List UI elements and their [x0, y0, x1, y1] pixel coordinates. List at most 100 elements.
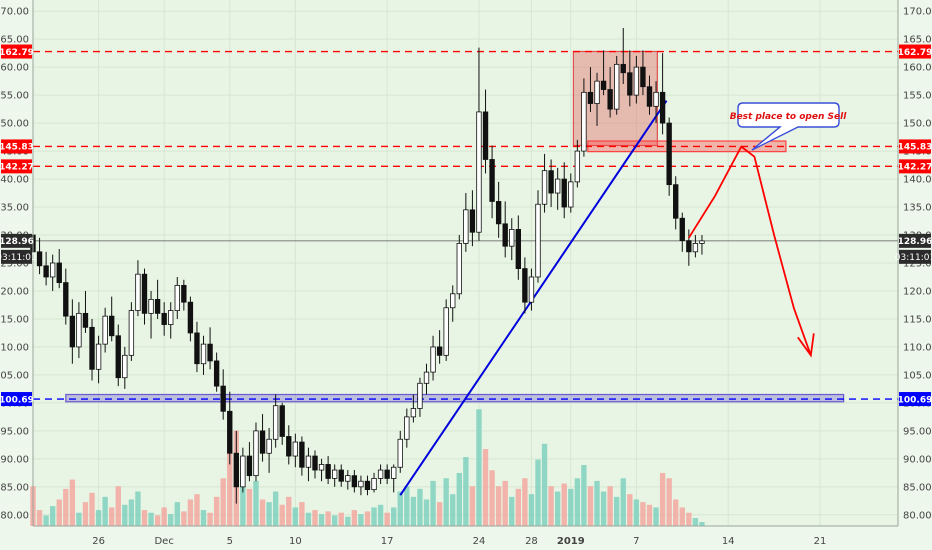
candle-body	[168, 310, 174, 325]
candle-body	[522, 268, 528, 303]
candle-body	[240, 455, 246, 488]
volume-bar	[600, 491, 607, 526]
volume-bar	[653, 507, 659, 526]
candle-body	[213, 360, 220, 387]
candle-body	[640, 66, 646, 88]
candle-body	[135, 273, 141, 311]
volume-bar	[351, 510, 358, 526]
candle-body	[49, 262, 56, 278]
price-tag-right	[899, 233, 931, 248]
candle-body	[561, 178, 567, 208]
candle-body	[286, 436, 292, 457]
candle-body	[161, 312, 167, 325]
candle-body	[246, 455, 253, 477]
candle-body	[187, 301, 194, 334]
volume-bar	[397, 491, 403, 526]
volume-bar	[109, 507, 115, 526]
volume-bar	[548, 486, 554, 526]
volume-bar	[646, 504, 653, 526]
candle-body	[227, 410, 233, 454]
volume-bar	[220, 478, 226, 526]
candle-body	[594, 80, 600, 104]
y-tick-label: 150.00	[903, 119, 932, 130]
candle-body	[456, 243, 462, 295]
y-tick-label: 155.00	[0, 91, 29, 102]
price-tag-left	[1, 44, 32, 59]
volume-bar	[515, 488, 521, 526]
x-tick-label: Dec	[154, 536, 173, 547]
volume-bar	[430, 480, 436, 526]
candle-body	[318, 464, 325, 471]
price-tag-right-label: 128.96	[898, 237, 932, 247]
volume-bar	[305, 512, 312, 526]
callout-bubble	[737, 102, 840, 151]
volume-bar	[679, 507, 685, 526]
price-tag-left-label: 145.83	[0, 143, 34, 153]
volume-bar	[122, 504, 128, 526]
price-tag-right-label: 100.69	[898, 395, 932, 405]
y-tick-label: 115.00	[903, 314, 932, 325]
candle-body	[614, 63, 620, 110]
volume-bar	[266, 502, 272, 526]
time-badge-right	[899, 249, 931, 264]
candle-body	[554, 178, 561, 194]
candle-body	[482, 111, 489, 160]
volume-bar	[364, 511, 371, 526]
volume-bar	[666, 478, 672, 526]
y-tick-label: 115.00	[0, 314, 29, 325]
volume-bar	[574, 478, 581, 526]
volume-bar	[154, 515, 161, 526]
candle-body	[666, 122, 672, 186]
candle-body	[436, 346, 443, 356]
candle-body	[233, 452, 239, 488]
candle-body	[568, 181, 574, 208]
candles	[30, 27, 705, 504]
volume-bar	[194, 494, 200, 526]
volume-bar	[522, 478, 528, 526]
candle-body	[266, 438, 272, 454]
volume-bar	[312, 510, 318, 526]
candle-body	[607, 89, 613, 110]
price-tag-left-label: 128.96	[0, 237, 34, 247]
candle-body	[194, 332, 200, 365]
y-tick-label: 95.00	[0, 426, 29, 437]
y-tick-label: 90.00	[903, 454, 932, 465]
volume-bar	[102, 496, 108, 526]
volume-bar	[692, 518, 699, 526]
y-tick-label: 80.00	[903, 510, 932, 521]
candle-body	[686, 240, 692, 253]
candle-body	[469, 209, 476, 233]
candle-body	[646, 86, 653, 107]
volume-bar	[279, 504, 285, 526]
candle-body	[141, 273, 148, 314]
x-tick-label: 28	[525, 536, 538, 547]
candle-body	[200, 343, 207, 365]
volume-bar	[259, 499, 266, 526]
candle-body	[417, 382, 423, 409]
volume-bar	[168, 514, 174, 526]
y-tick-label: 85.00	[903, 482, 932, 493]
candle-body	[82, 312, 89, 328]
volume-bar	[246, 488, 253, 526]
volume-bar	[36, 510, 43, 526]
volume-bar	[607, 486, 613, 526]
candle-body	[377, 469, 384, 479]
volume-bar	[174, 502, 180, 526]
volume-bar	[699, 522, 705, 526]
candle-body	[122, 354, 128, 379]
volume-bar	[207, 512, 213, 526]
candle-body	[305, 455, 312, 468]
candle-body	[181, 284, 187, 303]
candle-body	[338, 469, 344, 482]
candle-body	[148, 298, 154, 314]
candle-body	[371, 478, 377, 491]
volume-bar	[49, 506, 56, 526]
volume-bar	[561, 483, 567, 526]
candle-body	[581, 91, 587, 152]
candle-body	[548, 170, 554, 194]
x-tick-label: 17	[381, 536, 394, 547]
candle-body	[174, 284, 180, 311]
candle-body	[692, 243, 699, 253]
volume-bar	[299, 502, 305, 526]
price-tag-right	[899, 44, 931, 59]
